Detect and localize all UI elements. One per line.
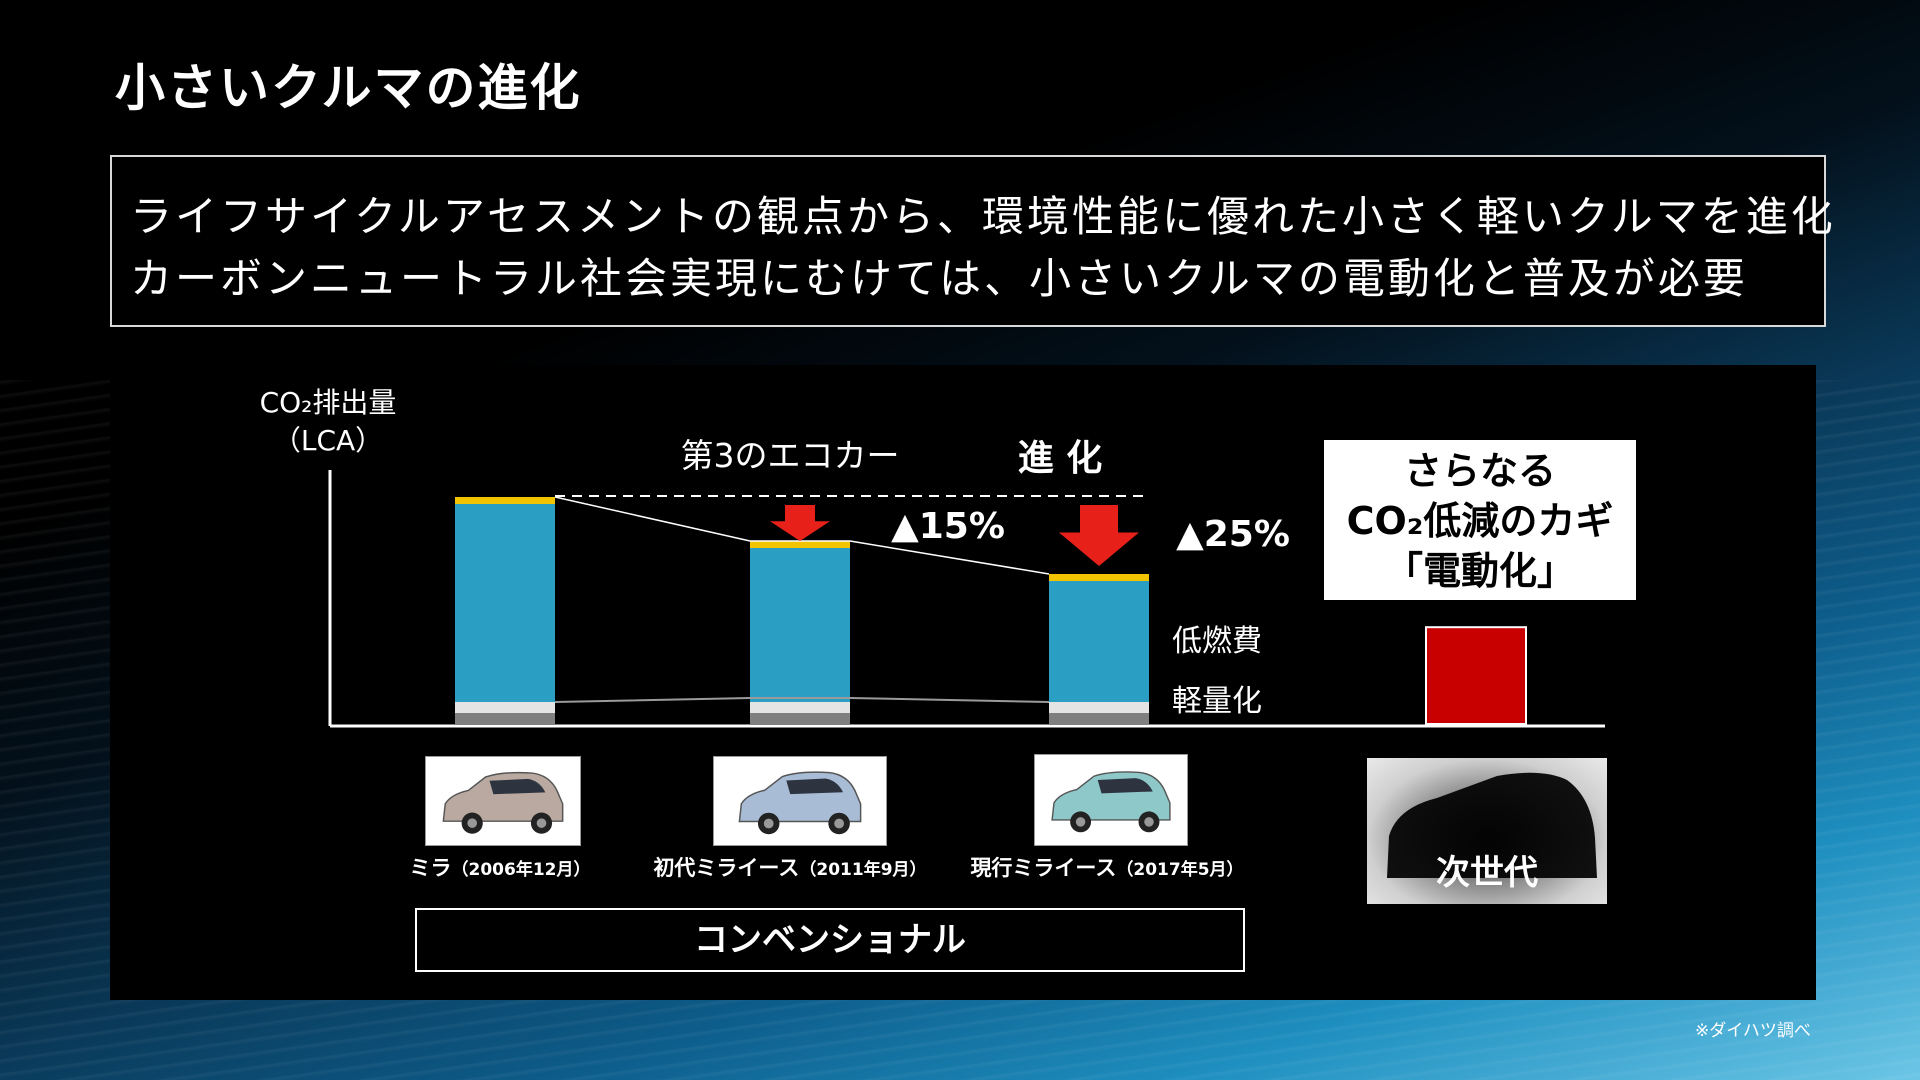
weight-trend-line [554, 697, 1050, 703]
conventional-box: コンベンショナル [415, 908, 1245, 972]
bar-fuel [455, 504, 555, 702]
series-label-fuel: 低燃費 [1172, 624, 1262, 659]
y-axis-label-line: （LCA） [273, 424, 383, 457]
callout-box: さらなる CO₂低減のカギ 「電動化」 [1324, 440, 1636, 600]
car-name: 現行ミライース [970, 856, 1117, 880]
y-axis-label-line: CO₂排出量 [260, 386, 397, 419]
bar-cap [455, 497, 555, 504]
lead-line-1: ライフサイクルアセスメントの観点から、環境性能に優れた小さく軽いクルマを進化 [130, 192, 1836, 241]
annotation-reduction-25: ▲25% [1176, 514, 1290, 555]
lead-box: ライフサイクルアセスメントの観点から、環境性能に優れた小さく軽いクルマを進化 カ… [110, 155, 1833, 327]
annotation-eco-car: 第3のエコカー [681, 436, 900, 475]
car-icon [1051, 771, 1171, 833]
series-label-weight: 軽量化 [1172, 684, 1262, 719]
bar-weight-light [1049, 702, 1149, 713]
car-icon [442, 771, 564, 834]
car-caption: ミラ（2006年12月） [350, 852, 650, 882]
bar-cap [1049, 574, 1149, 581]
bar-weight-dark [750, 713, 850, 724]
callout-line-1: さらなる [1403, 449, 1556, 493]
car-photo-mira-es-current [1034, 754, 1188, 846]
annotation-reduction-15: ▲15% [891, 506, 1005, 547]
car-caption: 初代ミライース（2011年9月） [640, 852, 940, 882]
lead-line-2: カーボンニュートラル社会実現にむけては、小さいクルマの電動化と普及が必要 [130, 254, 1748, 303]
car-caption: 現行ミライース（2017年5月） [957, 852, 1257, 882]
car-icon [738, 771, 862, 835]
nextgen-label: 次世代 [1436, 853, 1538, 893]
bar-weight-dark [455, 713, 555, 724]
car-silhouette-icon [1387, 772, 1597, 878]
car-photo-mira-es-1st [713, 756, 887, 846]
bar-weight-light [750, 702, 850, 713]
callout-line-3: 「電動化」 [1384, 549, 1575, 593]
callout-line-2: CO₂低減のカギ [1346, 499, 1614, 543]
annotation-evolution: 進 化 [1018, 438, 1103, 479]
bar-weight-dark [1049, 713, 1149, 724]
car-release-date: （2011年9月） [799, 860, 927, 880]
reduction-arrow-2 [1059, 505, 1139, 566]
bar-weight-light [455, 702, 555, 713]
source-note: ※ダイハツ調べ [1695, 1021, 1811, 1041]
car-photo-mira [425, 756, 581, 846]
bar-fuel [750, 548, 850, 702]
car-release-date: （2017年5月） [1116, 860, 1244, 880]
slide-title: 小さいクルマの進化 [115, 59, 582, 117]
bar-nextgen [1425, 626, 1527, 726]
car-name: 初代ミライース [653, 856, 800, 880]
car-release-date: （2006年12月） [451, 860, 591, 880]
nextgen-car-silhouette [1367, 758, 1607, 904]
car-name: ミラ [409, 856, 452, 880]
bar-fuel [1049, 581, 1149, 702]
reduction-arrow-1 [770, 505, 830, 541]
bar-cap [750, 541, 850, 548]
